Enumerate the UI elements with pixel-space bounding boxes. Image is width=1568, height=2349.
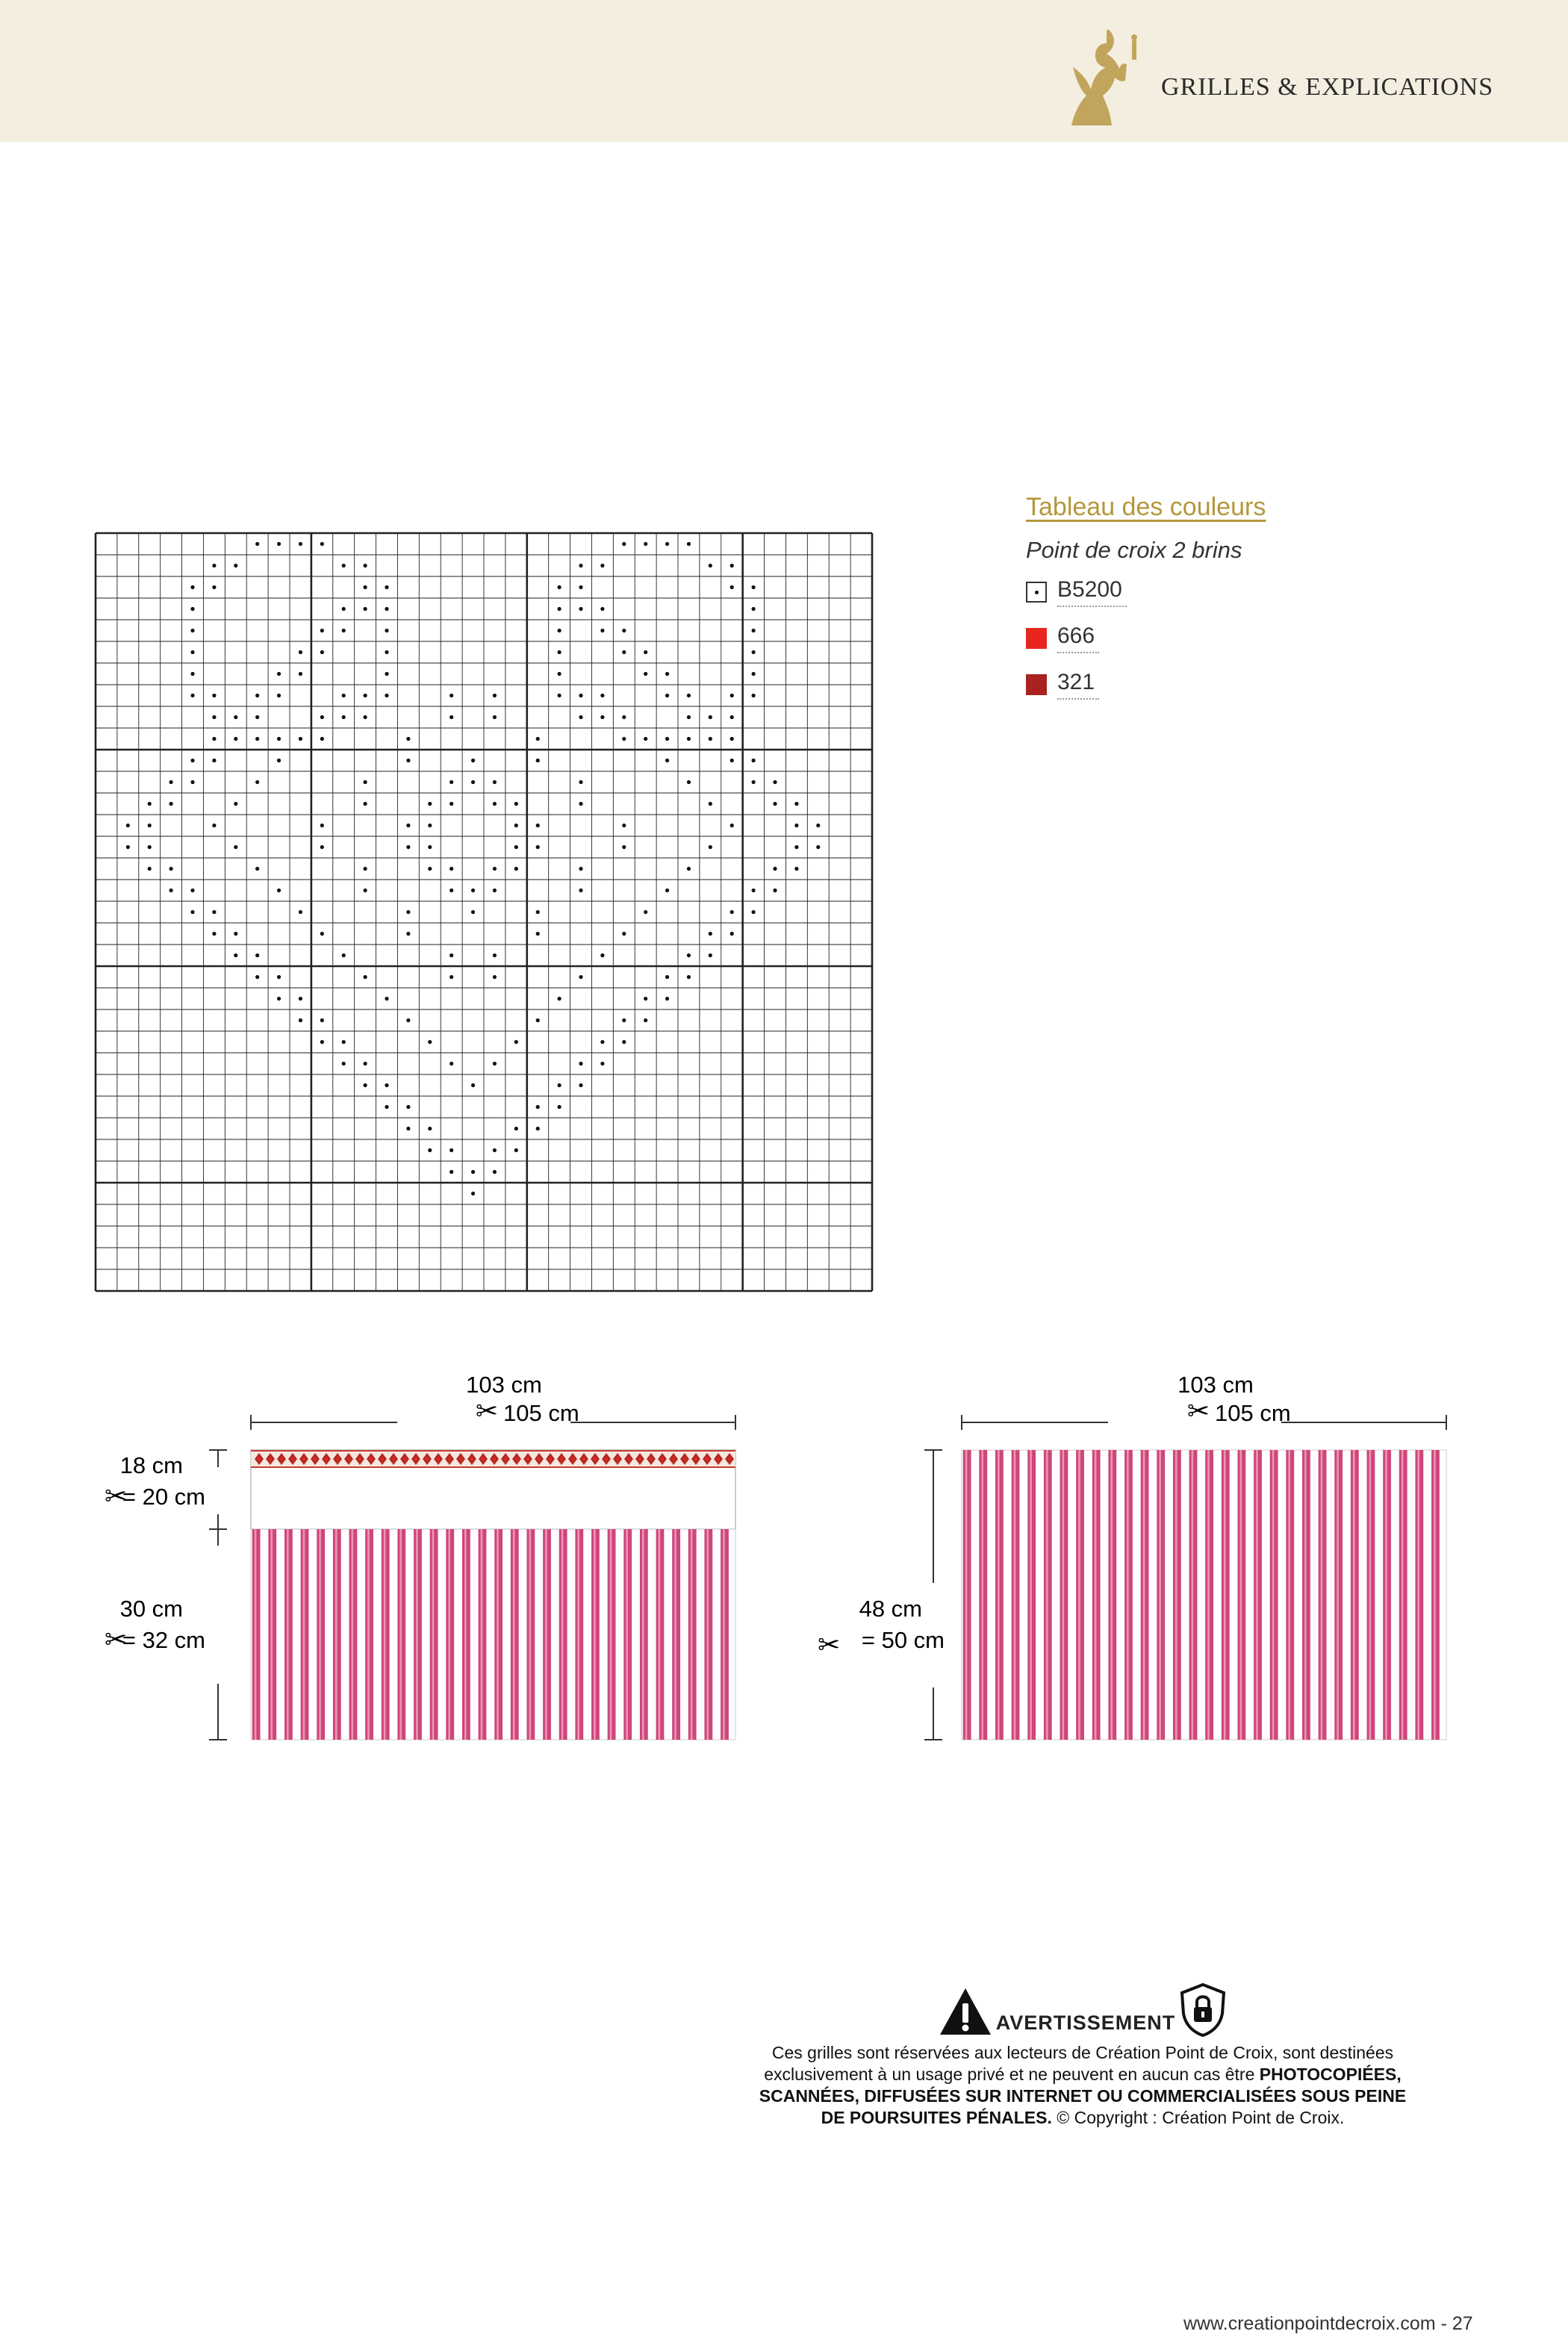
color-swatch — [1026, 674, 1047, 695]
bottom-height-label: 30 cm — [120, 1596, 183, 1622]
bottom-cut-label: = 32 cm — [122, 1627, 205, 1653]
scissors-icon: ✂ — [476, 1396, 498, 1426]
height-label: 48 cm — [859, 1596, 922, 1622]
warning-title: AVERTISSEMENT — [995, 2012, 1176, 2034]
width-cut-label: 105 cm — [1215, 1400, 1291, 1426]
legend-code: B5200 — [1057, 577, 1127, 607]
scissors-icon: ✂ — [818, 1629, 840, 1660]
scissors-icon: ✂ — [1187, 1396, 1210, 1426]
warning-line: exclusivement à un usage privé et ne peu… — [764, 2065, 1401, 2084]
copyright-warning: AVERTISSEMENT Ces grilles sont réservées… — [717, 1982, 1449, 2129]
embroidered-border — [251, 1450, 735, 1468]
width-label: 103 cm — [1177, 1372, 1254, 1398]
angel-icon — [1071, 30, 1137, 125]
width-cut-label: 105 cm — [503, 1400, 579, 1426]
header-band — [0, 0, 1568, 142]
top-height-label: 18 cm — [120, 1452, 183, 1478]
warning-line: Ces grilles sont réservées aux lecteurs … — [771, 2043, 1394, 2062]
right-assembly-diagram: 103 cm ✂ 105 cm 48 cm ✂ = 50 cm — [818, 1372, 1447, 1740]
width-label: 103 cm — [466, 1372, 542, 1398]
legend-item-321: 321 — [1026, 670, 1384, 700]
top-cut-label: = 20 cm — [122, 1484, 205, 1510]
scissors-icon: ✂ — [105, 1624, 127, 1655]
warning-line: DE POURSUITES PÉNALES. © Copyright : Cré… — [821, 2108, 1345, 2127]
stitch-dots — [125, 541, 821, 1196]
legend-item-b5200: B5200 — [1026, 577, 1384, 607]
warning-triangle-icon — [939, 1988, 991, 2035]
striped-panel — [961, 1449, 1447, 1740]
legend-code: 321 — [1057, 670, 1100, 700]
legend-title: Tableau des couleurs — [1026, 493, 1266, 521]
striped-panel — [250, 1528, 736, 1740]
lock-shield-icon — [1180, 1982, 1226, 2038]
warning-line: SCANNÉES, DIFFUSÉES SUR INTERNET OU COMM… — [759, 2086, 1407, 2106]
color-swatch — [1026, 628, 1047, 649]
legend-subtitle: Point de croix 2 brins — [1026, 537, 1242, 563]
header-title: GRILLES & EXPLICATIONS — [1161, 73, 1494, 101]
footer-url-page: www.creationpointdecroix.com - 27 — [1183, 2313, 1473, 2334]
legend-code: 666 — [1057, 623, 1100, 653]
left-assembly-diagram: 103 cm ✂ 105 cm 18 cm ✂ = 20 cm 30 cm ✂ … — [105, 1372, 736, 1740]
scissors-icon: ✂ — [105, 1481, 127, 1511]
grid-lines — [94, 532, 874, 1292]
symbol-swatch — [1026, 582, 1047, 603]
color-legend: Tableau des couleurs Point de croix 2 br… — [1026, 493, 1384, 716]
cross-stitch-grid — [94, 532, 874, 1292]
height-cut-label: = 50 cm — [862, 1627, 945, 1653]
legend-item-666: 666 — [1026, 623, 1384, 653]
